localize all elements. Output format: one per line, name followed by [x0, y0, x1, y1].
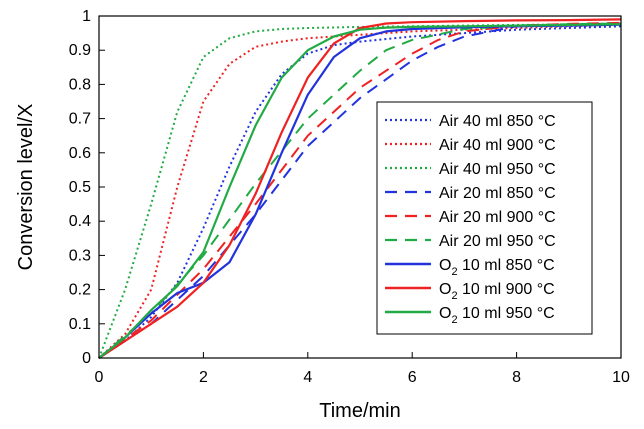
- legend-label-rest: 10 ml 850 °C: [458, 257, 555, 274]
- series-line-4: [98, 22, 622, 359]
- legend-label-rest: 20 ml 850 °C: [459, 185, 556, 202]
- x-tick-label: 10: [612, 369, 630, 386]
- series-line-5: [98, 21, 622, 359]
- y-tick-label: 0.7: [69, 111, 91, 128]
- x-tick-label: 2: [199, 369, 208, 386]
- legend-label-subscript: 2: [451, 266, 457, 278]
- legend-label-prefix: O: [439, 305, 451, 322]
- y-tick-label: 0.8: [69, 76, 91, 93]
- legend-label-rest: 10 ml 950 °C: [458, 305, 555, 322]
- y-tick-label: 0.2: [69, 282, 91, 299]
- legend-label: O2 10 ml 950 °C: [439, 305, 555, 326]
- y-tick-label: 0.4: [69, 213, 91, 230]
- x-tick-label: 0: [95, 369, 104, 386]
- legend-label-rest: 40 ml 900 °C: [459, 137, 556, 154]
- legend-label-prefix: Air: [439, 209, 459, 226]
- legend-label-rest: 20 ml 900 °C: [459, 209, 556, 226]
- legend-label-prefix: O: [439, 257, 451, 274]
- legend-label-prefix: Air: [439, 233, 459, 250]
- x-tick-label: 4: [303, 369, 312, 386]
- legend-label-prefix: Air: [439, 137, 459, 154]
- legend-label: Air 40 ml 850 °C: [439, 113, 556, 130]
- legend-label: O2 10 ml 850 °C: [439, 257, 555, 278]
- legend-label-prefix: O: [439, 281, 451, 298]
- y-tick-label: 0.5: [69, 179, 91, 196]
- y-tick-label: 0.6: [69, 145, 91, 162]
- legend-label-rest: 10 ml 900 °C: [458, 281, 555, 298]
- legend-label-prefix: Air: [439, 185, 459, 202]
- x-axis-title: Time/min: [319, 400, 400, 422]
- y-tick-label: 0.9: [69, 42, 91, 59]
- legend-label: Air 40 ml 900 °C: [439, 137, 556, 154]
- tick-layer: 00.10.20.30.40.50.60.70.80.910 2 4 6 8 10: [69, 8, 630, 386]
- legend-label: Air 20 ml 850 °C: [439, 185, 556, 202]
- legend-label-rest: 40 ml 850 °C: [459, 113, 556, 130]
- legend-label: O2 10 ml 900 °C: [439, 281, 555, 302]
- series-layer: [98, 18, 622, 359]
- legend-label-subscript: 2: [451, 290, 457, 302]
- y-tick-label: 0.3: [69, 247, 91, 264]
- series-line-2: [98, 23, 622, 359]
- legend-label: Air 40 ml 950 °C: [439, 161, 556, 178]
- x-tick-label: 8: [512, 369, 521, 386]
- legend-label-prefix: Air: [439, 113, 459, 130]
- legend-label-prefix: Air: [439, 161, 459, 178]
- y-axis-title: Conversion level/X: [15, 104, 37, 271]
- y-tick-label: 0: [82, 350, 91, 367]
- y-tick-label: 0.1: [69, 316, 91, 333]
- y-tick-label: 1: [82, 8, 91, 25]
- legend-label-rest: 40 ml 950 °C: [459, 161, 556, 178]
- series-line-8: [98, 18, 622, 359]
- series-line-9: [98, 23, 622, 359]
- legend-label: Air 20 ml 950 °C: [439, 233, 556, 250]
- x-tick-label: 6: [408, 369, 417, 386]
- legend-label-rest: 20 ml 950 °C: [459, 233, 556, 250]
- legend-box: [376, 101, 593, 335]
- legend-label-subscript: 2: [451, 314, 457, 326]
- legend-label: Air 20 ml 900 °C: [439, 209, 556, 226]
